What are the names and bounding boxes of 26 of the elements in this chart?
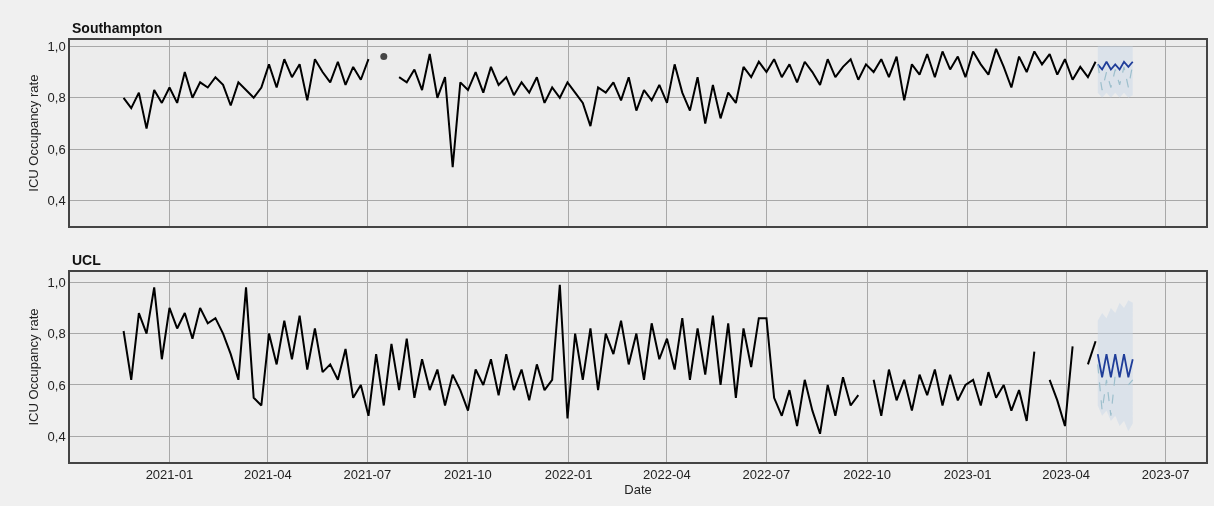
y-tick-label: 1,0 bbox=[47, 38, 66, 54]
x-tick-label: 2022-07 bbox=[742, 467, 791, 483]
y-tick-label: 0,4 bbox=[47, 193, 66, 209]
line-series bbox=[1096, 60, 1134, 71]
chart-title: Southampton bbox=[72, 20, 163, 36]
x-tick-label: 2021-07 bbox=[343, 467, 392, 483]
x-tick-label: 2021-01 bbox=[145, 467, 194, 483]
y-tick-label: 0,8 bbox=[47, 326, 66, 342]
y-tick-label: 0,6 bbox=[47, 377, 66, 393]
x-tick-label: 2021-04 bbox=[244, 467, 292, 483]
line-series bbox=[1097, 63, 1134, 91]
y-axis-title: ICU Occupancy rate bbox=[26, 308, 42, 426]
y-tick-label: 0,4 bbox=[47, 428, 66, 444]
y-tick-label: 1,0 bbox=[47, 274, 66, 290]
x-tick-label: 2022-10 bbox=[843, 467, 891, 483]
x-tick-label: 2022-01 bbox=[544, 467, 593, 483]
x-tick-label: 2021-10 bbox=[444, 467, 492, 483]
y-tick-label: 0,6 bbox=[47, 141, 66, 157]
y-axis-title: ICU Occupancy rate bbox=[26, 74, 42, 192]
y-tick-label: 0,8 bbox=[47, 90, 66, 106]
x-tick-label: 2023-04 bbox=[1042, 467, 1090, 483]
x-tick-label: 2023-01 bbox=[943, 467, 992, 483]
x-tick-label: 2023-07 bbox=[1141, 467, 1190, 483]
x-tick-label: 2022-04 bbox=[643, 467, 691, 483]
chart-title: UCL bbox=[72, 252, 102, 268]
x-axis-title: Date bbox=[624, 482, 652, 498]
